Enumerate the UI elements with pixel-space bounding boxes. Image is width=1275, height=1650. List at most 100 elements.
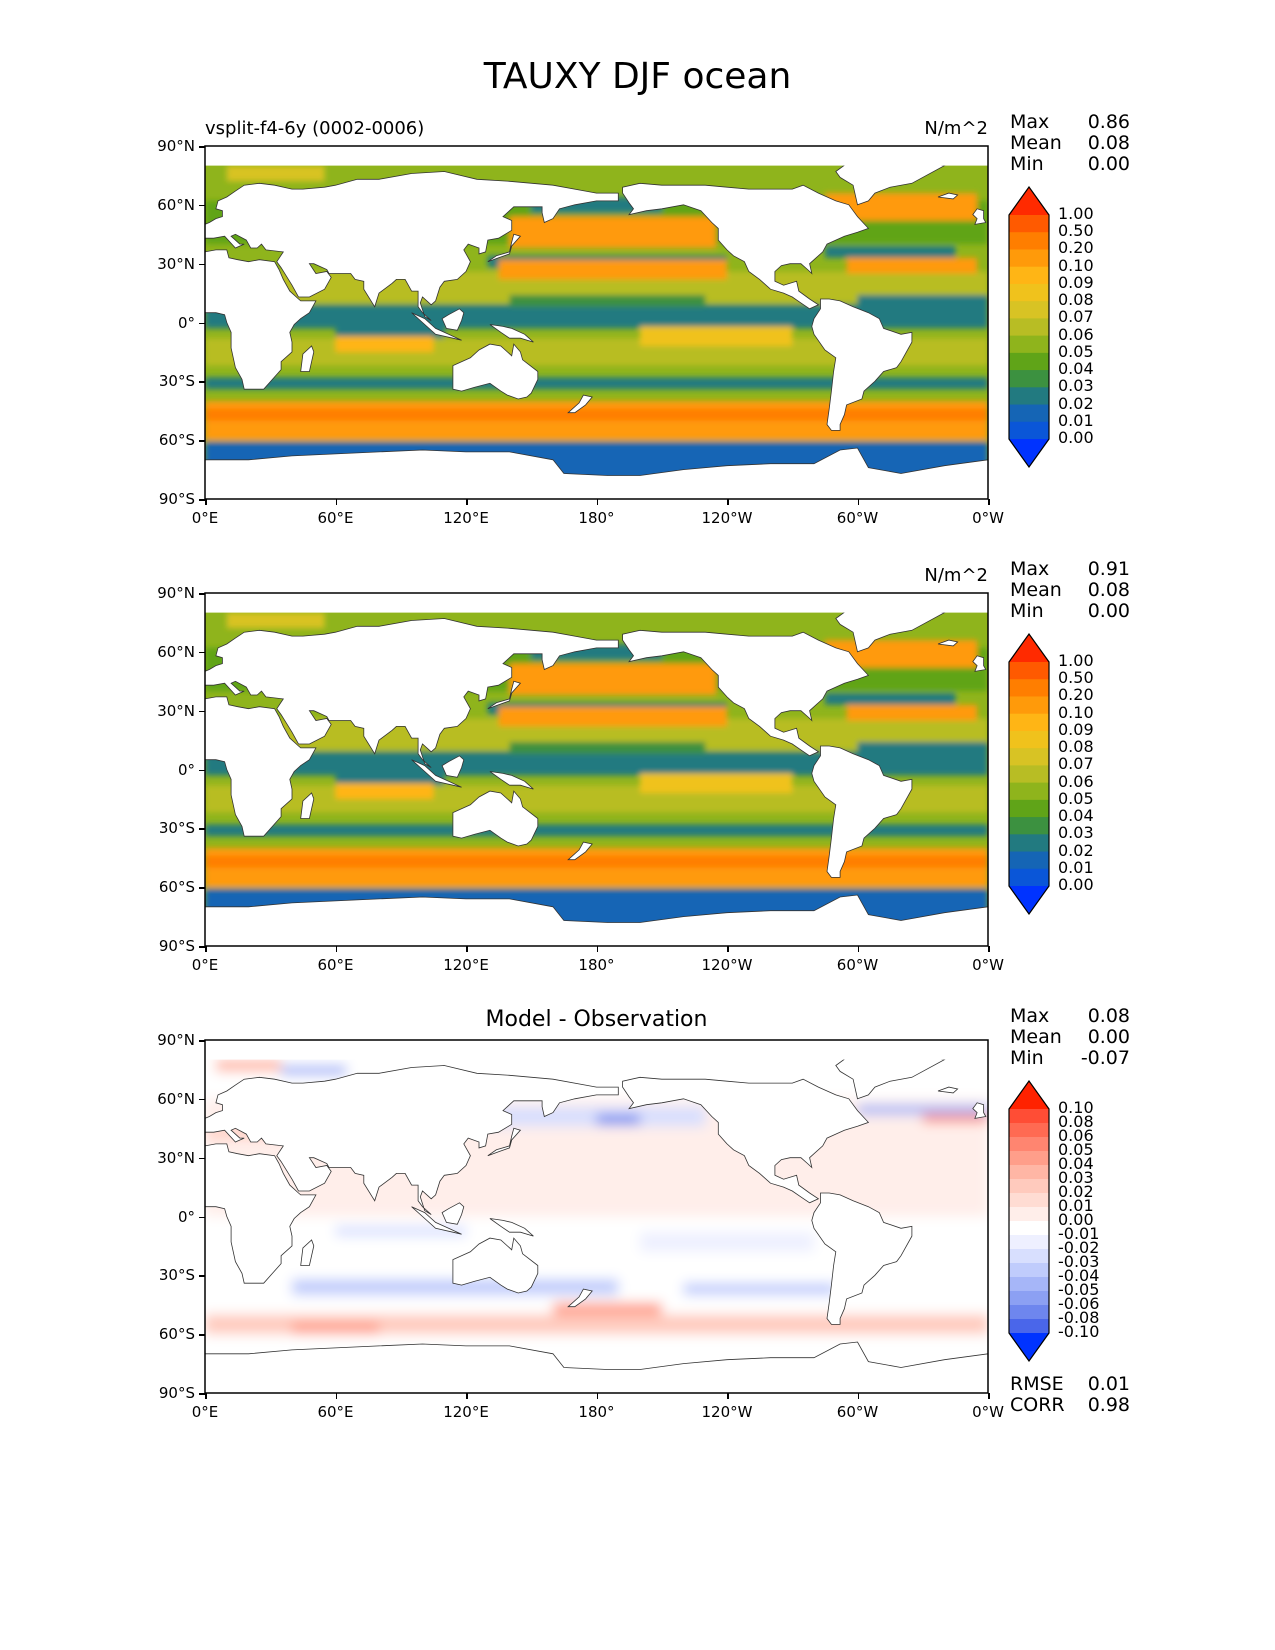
colorbar-tick-label: 0.04 <box>1058 806 1094 826</box>
coastline-indonesia <box>411 1206 462 1235</box>
lat-tick-label: 90°N <box>157 137 195 155</box>
lon-tick-mark <box>335 946 337 952</box>
stat-value: 0.00 <box>1087 600 1130 622</box>
colorbar-extend-min <box>1009 439 1049 467</box>
colorbar-tick-label: 0.05 <box>1058 788 1094 808</box>
lon-tick-mark <box>205 1393 207 1399</box>
colorbar-band <box>1009 1165 1049 1180</box>
colorbar-band <box>1009 1235 1049 1250</box>
colorbar-band <box>1009 352 1049 371</box>
colorbar-band <box>1009 283 1049 302</box>
lon-tick-mark <box>205 499 207 505</box>
lat-tick-label: 90°N <box>157 1031 195 1049</box>
field-contour-band <box>553 1302 662 1315</box>
lon-tick-mark <box>466 499 468 505</box>
lat-tick-mark <box>199 593 205 595</box>
field-contour-band <box>205 408 988 421</box>
lat-tick-label: 0° <box>177 760 195 779</box>
field-contour-band <box>846 704 978 721</box>
colorbar-tick-label: -0.04 <box>1058 1266 1100 1285</box>
colorbar-tick-label: 0.10 <box>1058 1098 1094 1117</box>
field-contour-band <box>335 1226 466 1237</box>
colorbar-band <box>1009 1319 1049 1334</box>
lat-tick-mark <box>199 1157 205 1160</box>
coastline-samerica <box>811 1192 913 1325</box>
coastline-australia <box>452 1237 539 1294</box>
map-diff <box>204 1039 989 1394</box>
field-contour-band <box>683 1283 836 1295</box>
coastline-newzealand <box>567 1288 593 1308</box>
colorbar-tick-label: 0.01 <box>1058 1196 1094 1215</box>
lon-tick-mark <box>857 946 859 952</box>
lat-tick-label: 60°S <box>158 431 195 450</box>
field-contour-band <box>205 855 988 868</box>
map-model <box>204 145 989 500</box>
colorbar-band <box>1009 696 1049 715</box>
stat-label: CORR <box>1010 1394 1065 1416</box>
lat-tick-label: 30°S <box>158 372 195 391</box>
field-contour-band <box>857 742 988 754</box>
colorbar-tick-label: 0.10 <box>1058 702 1094 722</box>
colorbar-band <box>1009 1123 1049 1138</box>
colorbar-tick-label: -0.02 <box>1058 1238 1100 1257</box>
lat-tick-mark <box>199 440 205 442</box>
lat-tick-label: 90°S <box>158 490 195 508</box>
field-contour-band <box>640 1232 814 1252</box>
land-masses <box>205 159 988 499</box>
panel-left-title: vsplit-f4-6y (0002-0006) <box>205 118 425 139</box>
colorbar-band <box>1009 301 1049 319</box>
colorbar-extend-max <box>1009 634 1049 662</box>
coastline-indonesia <box>411 312 462 341</box>
colorbar-band <box>1009 1305 1049 1320</box>
colorbar-band <box>1009 1109 1049 1124</box>
colorbar-band <box>1009 1263 1049 1278</box>
lon-tick-label: 0°E <box>191 1403 219 1421</box>
colorbar-tick-label: 0.50 <box>1058 668 1094 688</box>
colorbar-tick-label: 0.00 <box>1058 1210 1094 1229</box>
lat-tick-label: 60°N <box>157 642 195 661</box>
colorbar-tick-label: 0.00 <box>1058 428 1094 447</box>
lat-tick-mark <box>199 710 205 713</box>
field-contour-band <box>922 1114 988 1123</box>
coastline-madagascar <box>300 1239 315 1266</box>
field-contour-band <box>292 1279 619 1295</box>
stat-label: Max <box>1010 1005 1050 1027</box>
lat-tick-mark <box>199 828 205 830</box>
lat-tick-label: 0° <box>177 1207 195 1226</box>
lat-tick-mark <box>199 381 205 383</box>
coastline-africa <box>205 696 317 837</box>
lat-tick-mark <box>199 1216 205 1218</box>
lon-tick-label: 0°W <box>972 1403 1004 1421</box>
field-contour-band <box>226 612 325 629</box>
colorbar <box>1008 1080 1050 1362</box>
stat-value: 0.08 <box>1087 579 1130 601</box>
colorbar-band <box>1009 851 1049 870</box>
coastline-antarctica <box>205 894 988 946</box>
field-contour-band <box>857 295 988 307</box>
field-contour-band <box>509 216 717 248</box>
colorbar-tick-label: -0.10 <box>1058 1322 1100 1341</box>
lon-tick-label: 60°E <box>317 1403 354 1421</box>
coastline-japan <box>487 233 522 263</box>
lon-tick-mark <box>857 499 859 505</box>
colorbar-band <box>1009 662 1049 680</box>
field-contour-band <box>857 1104 988 1115</box>
field-contour-band <box>596 1114 640 1125</box>
map-obs <box>204 592 989 947</box>
lat-tick-mark <box>199 1098 205 1101</box>
stat-label: Min <box>1010 1047 1044 1069</box>
lat-tick-label: 60°S <box>158 1325 195 1344</box>
colorbar-band <box>1009 1291 1049 1306</box>
lon-tick-label: 60°W <box>836 1403 879 1421</box>
colorbar-band <box>1009 421 1049 440</box>
field-contour-band <box>640 326 793 347</box>
lat-tick-label: 90°S <box>158 937 195 955</box>
colorbar-tick-label: 0.06 <box>1058 771 1094 791</box>
colorbar-tick-label: 0.50 <box>1058 221 1094 241</box>
colorbar-tick-label: 0.03 <box>1058 376 1094 396</box>
stat-label: Max <box>1010 111 1050 133</box>
colorbar-tick-label: 0.06 <box>1058 324 1094 344</box>
field-contour-band <box>335 761 445 786</box>
coastline-borneo <box>441 1202 465 1225</box>
colorbar-band <box>1009 266 1049 285</box>
